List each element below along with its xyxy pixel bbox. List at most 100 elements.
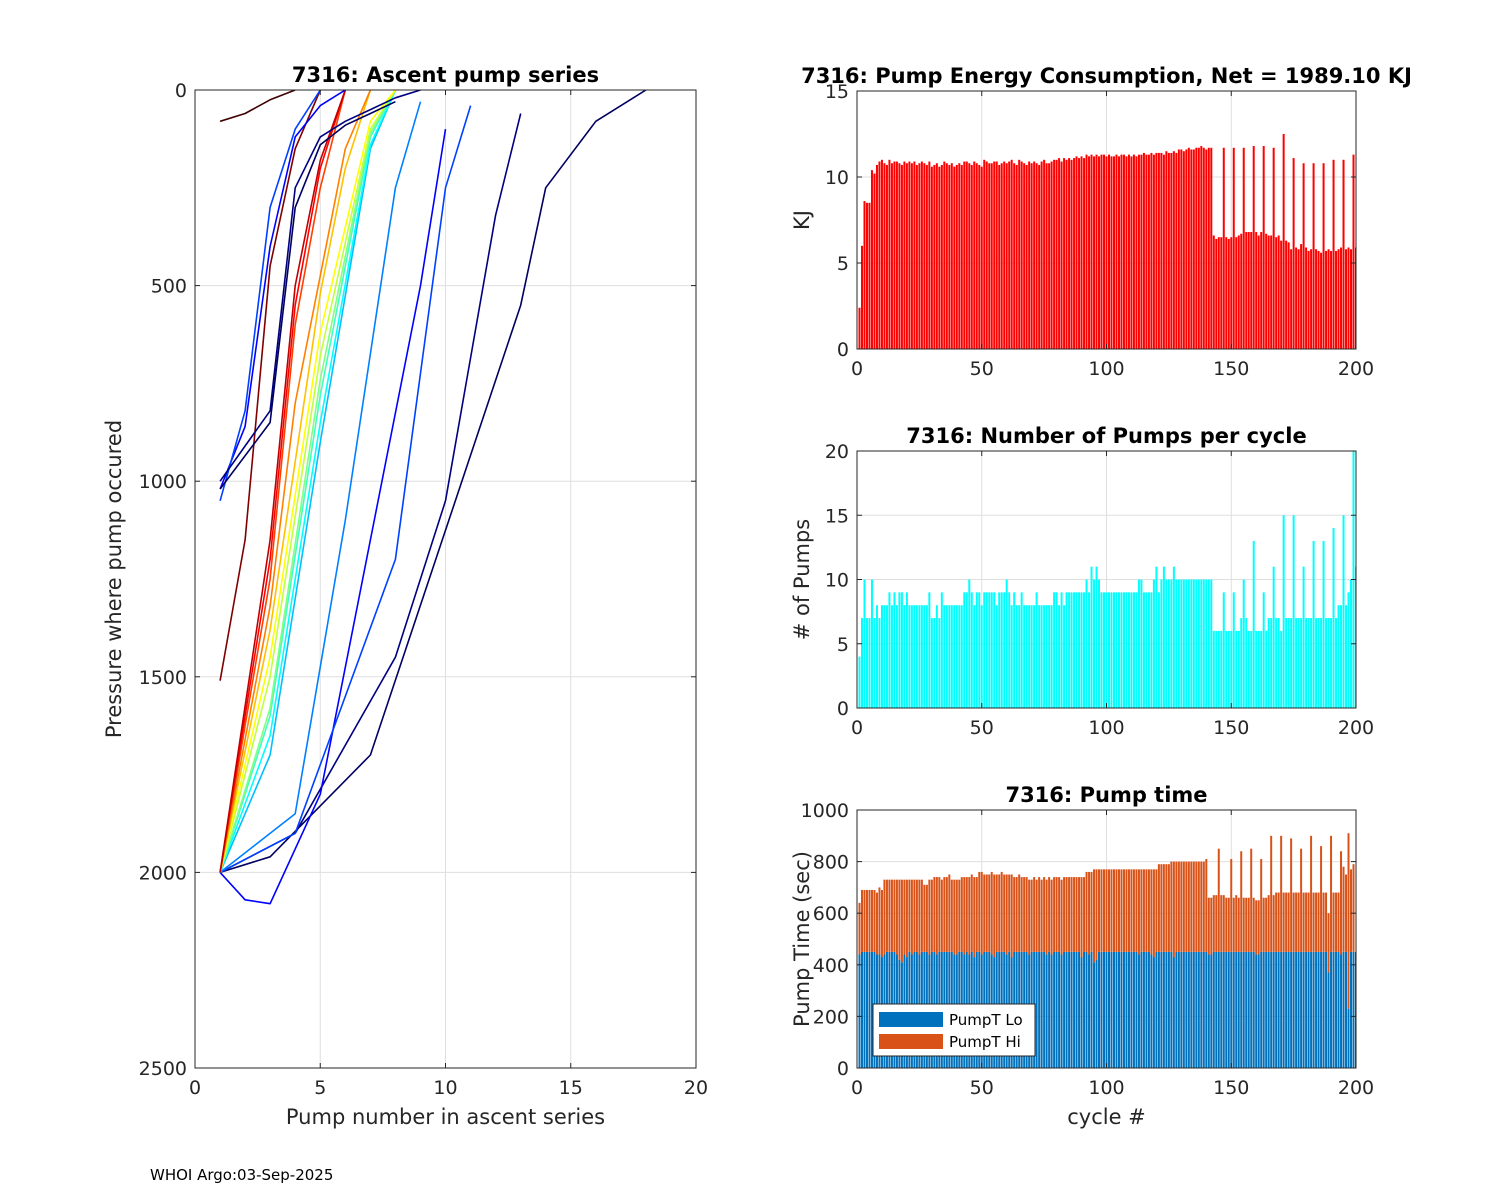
pumpt-lo-bar — [1060, 954, 1063, 1068]
pumpt-hi-bar — [1302, 892, 1305, 952]
pumpt-lo-bar — [1135, 951, 1138, 1068]
energy-bar — [870, 170, 873, 349]
pumpt-hi-bar — [1018, 874, 1021, 952]
npumps-bar — [1008, 592, 1011, 708]
npumps-bar — [923, 605, 926, 708]
pumpt-lo-bar — [1065, 951, 1068, 1068]
pumpt-hi-bar — [1265, 897, 1268, 952]
ascent-profile-line — [219, 90, 397, 873]
pumpt-hi-bar — [1202, 861, 1205, 952]
energy-bar — [1045, 163, 1048, 349]
npumps-bar — [1025, 605, 1028, 708]
npumps-bar — [1337, 605, 1340, 708]
energy-bar — [1055, 159, 1058, 349]
pumpt-lo-bar — [1292, 951, 1295, 1068]
energy-bar — [1085, 154, 1088, 349]
npumps-bar — [1272, 566, 1275, 708]
pumpt-hi-bar — [1060, 879, 1063, 955]
npumps-ytick-label: 10 — [825, 570, 849, 592]
pumpt-hi-bar — [1282, 892, 1285, 952]
ascent-profile-line — [219, 90, 321, 502]
pumpt-lo-bar — [1257, 954, 1260, 1068]
pumpt-hi-bar — [1340, 851, 1343, 955]
npumps-data — [858, 451, 1356, 708]
ascent-profile-line — [219, 128, 447, 905]
npumps-xtick-label: 0 — [851, 717, 863, 739]
ascent-profile-line — [219, 100, 396, 490]
ascent-profile-line — [219, 101, 422, 874]
pumpt-hi-bar — [945, 877, 948, 952]
energy-bar — [1115, 154, 1118, 349]
npumps-bar — [1332, 528, 1335, 708]
npumps-bar — [1080, 592, 1083, 708]
energy-bar — [895, 161, 898, 349]
energy-bar — [1235, 237, 1238, 349]
pumpt-hi-bar — [883, 879, 886, 955]
pumptime-ytick-label: 600 — [813, 903, 849, 925]
energy-bar — [1010, 159, 1013, 349]
pumpt-hi-bar — [928, 879, 931, 955]
npumps-bar — [1187, 579, 1190, 708]
energy-ytick-label: 5 — [837, 253, 849, 275]
npumps-bar — [995, 605, 998, 708]
pumptime-ytick-label: 800 — [813, 852, 849, 874]
npumps-bar — [1307, 618, 1310, 708]
pumpt-hi-bar — [1150, 869, 1153, 955]
ascent-profile-line — [219, 90, 347, 873]
pumpt-hi-bar — [1285, 892, 1288, 952]
energy-bar — [1075, 156, 1078, 349]
pumpt-hi-bar — [910, 879, 913, 955]
pumpt-lo-bar — [1210, 954, 1213, 1068]
npumps-bar — [1053, 592, 1056, 708]
energy-bar — [955, 164, 958, 349]
pumpt-hi-bar — [1147, 869, 1150, 952]
energy-bar — [898, 163, 901, 349]
pumpt-lo-bar — [1172, 957, 1175, 1068]
energy-bar — [1003, 161, 1006, 349]
energy-bar — [1172, 151, 1175, 349]
npumps-title: 7316: Number of Pumps per cycle — [906, 424, 1306, 448]
energy-bar — [1058, 158, 1061, 349]
npumps-bar — [1085, 579, 1088, 708]
npumps-bar — [1135, 592, 1138, 708]
npumps-bar — [1290, 618, 1293, 708]
energy-bar — [950, 163, 953, 349]
pumpt-lo-bar — [1170, 951, 1173, 1068]
energy-title: 7316: Pump Energy Consumption, Net = 198… — [801, 64, 1412, 88]
pumpt-lo-bar — [1162, 951, 1165, 1068]
npumps-bar — [1255, 630, 1258, 708]
energy-bar — [1232, 147, 1235, 349]
energy-bar — [1342, 159, 1345, 349]
pumpt-lo-bar — [1187, 951, 1190, 1068]
pumpt-lo-bar — [1212, 951, 1215, 1068]
pumpt-lo-bar — [1317, 951, 1320, 1068]
pumpt-hi-bar — [1015, 877, 1018, 952]
pumpt-lo-bar — [1337, 951, 1340, 1068]
pumpt-lo-bar — [1043, 951, 1046, 1068]
npumps-bar — [973, 605, 976, 708]
pumpt-hi-bar — [873, 889, 876, 952]
pumptime-ytick-label: 1000 — [801, 800, 849, 822]
npumps-bar — [1098, 579, 1101, 708]
npumps-bar — [1270, 618, 1273, 708]
energy-bar — [1192, 149, 1195, 349]
pumpt-hi-bar — [1275, 892, 1278, 952]
pumpt-lo-bar — [1255, 954, 1258, 1068]
pumpt-hi-bar — [1115, 869, 1118, 952]
energy-bar — [1185, 149, 1188, 349]
npumps-bar — [1055, 592, 1058, 708]
energy-bar — [1038, 164, 1041, 349]
energy-bar — [1285, 240, 1288, 349]
pumpt-hi-bar — [1330, 835, 1333, 952]
npumps-bar — [900, 592, 903, 708]
energy-bar — [910, 163, 913, 349]
pumptime-xlabel: cycle # — [1067, 1105, 1146, 1129]
energy-ytick-label: 10 — [825, 167, 849, 189]
energy-bar — [1063, 158, 1066, 349]
energy-bar — [1147, 154, 1150, 349]
npumps-bar — [1342, 515, 1345, 708]
npumps-bar — [860, 618, 863, 708]
pumpt-hi-bar — [1270, 835, 1273, 952]
npumps-bar — [1240, 618, 1243, 708]
